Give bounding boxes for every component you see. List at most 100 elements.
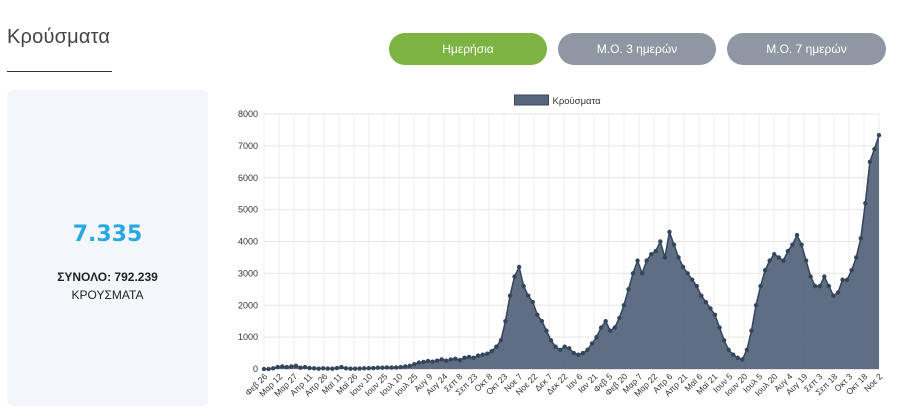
data-point	[407, 363, 412, 369]
data-point	[311, 366, 317, 371]
data-point	[535, 312, 540, 318]
data-point	[553, 344, 558, 349]
data-point	[280, 364, 285, 369]
data-point	[416, 360, 422, 365]
data-point	[339, 364, 344, 370]
ma7-toggle-button[interactable]: Μ.Ο. 7 ημερών	[727, 33, 886, 65]
data-point	[858, 236, 863, 241]
data-point	[612, 325, 617, 330]
data-point	[425, 358, 431, 364]
stat-card: 7.335 ΣΥΝΟΛΟ: 792.239 ΚΡΟΥΣΜΑΤΑ	[7, 90, 208, 406]
data-point	[393, 365, 399, 370]
data-point	[712, 312, 718, 318]
data-point	[617, 315, 622, 321]
data-point	[649, 252, 654, 257]
data-point	[776, 255, 781, 260]
data-point	[567, 346, 572, 351]
data-point	[466, 354, 472, 360]
data-point	[421, 359, 426, 365]
data-point	[844, 277, 850, 282]
legend-swatch	[514, 94, 549, 106]
data-point	[694, 283, 699, 289]
data-point	[366, 366, 371, 371]
data-point	[325, 366, 330, 371]
data-point	[699, 293, 704, 298]
data-point	[826, 283, 832, 289]
data-point	[749, 328, 754, 333]
data-point	[671, 242, 677, 247]
data-point	[735, 355, 740, 361]
data-point	[544, 328, 549, 333]
data-point	[375, 365, 381, 370]
data-point	[266, 366, 271, 372]
data-point	[448, 357, 453, 362]
cases-unit-label: ΚΡΟΥΣΜΑΤΑ	[71, 288, 144, 302]
data-point	[562, 344, 567, 349]
legend-label: Κρούσματα	[553, 96, 602, 107]
data-point	[594, 334, 599, 340]
data-point	[434, 358, 440, 363]
data-point	[758, 283, 763, 289]
data-point	[453, 356, 458, 361]
data-point	[521, 283, 526, 289]
data-point	[516, 264, 522, 270]
data-point	[644, 258, 649, 263]
data-point	[708, 306, 713, 311]
data-point	[639, 271, 645, 276]
data-point	[261, 366, 267, 372]
data-point	[439, 357, 444, 362]
data-point	[298, 365, 303, 370]
data-point	[389, 365, 394, 370]
data-point	[526, 293, 531, 298]
data-point	[662, 255, 668, 260]
title-underline	[7, 71, 112, 72]
data-point	[512, 274, 517, 279]
data-point	[384, 365, 390, 370]
data-point	[307, 365, 312, 371]
data-point	[585, 347, 590, 353]
data-point	[867, 159, 873, 165]
data-point	[430, 359, 435, 364]
series-area	[264, 135, 879, 369]
data-point	[444, 358, 449, 363]
data-point	[289, 364, 294, 369]
data-point	[794, 232, 800, 238]
data-point	[539, 318, 545, 324]
data-point	[293, 363, 299, 369]
data-point	[494, 344, 499, 349]
data-point	[721, 338, 727, 343]
y-tick-label: 1000	[238, 332, 258, 342]
data-point	[398, 364, 403, 370]
data-point	[530, 299, 535, 305]
data-point	[872, 146, 877, 152]
daily-cases-value: 7.335	[72, 222, 143, 247]
data-point	[475, 353, 481, 358]
data-point	[603, 318, 608, 324]
total-cases-label: ΣΥΝΟΛΟ: 792.239	[57, 270, 158, 284]
data-point	[772, 252, 777, 257]
data-point	[412, 362, 417, 367]
data-point	[489, 348, 494, 354]
data-point	[548, 338, 554, 343]
ma3-toggle-button[interactable]: Μ.Ο. 3 ημερών	[558, 33, 716, 65]
data-point	[808, 274, 813, 279]
data-point	[685, 271, 690, 276]
data-point	[799, 242, 804, 247]
page-title: Κρούσματα	[7, 26, 111, 48]
y-tick-label: 0	[253, 364, 258, 374]
data-point	[608, 328, 613, 333]
daily-toggle-button[interactable]: Ημερήσια	[389, 33, 547, 65]
data-point	[352, 366, 358, 371]
data-point	[740, 357, 745, 362]
data-point	[744, 347, 750, 353]
data-point	[667, 229, 672, 235]
data-point	[480, 352, 485, 357]
data-point	[571, 350, 576, 356]
y-tick-label: 4000	[238, 237, 258, 247]
data-point	[334, 365, 340, 371]
data-point	[275, 364, 280, 370]
data-point	[680, 264, 686, 270]
data-point	[330, 366, 335, 371]
data-point	[658, 239, 663, 244]
data-point	[762, 267, 768, 273]
